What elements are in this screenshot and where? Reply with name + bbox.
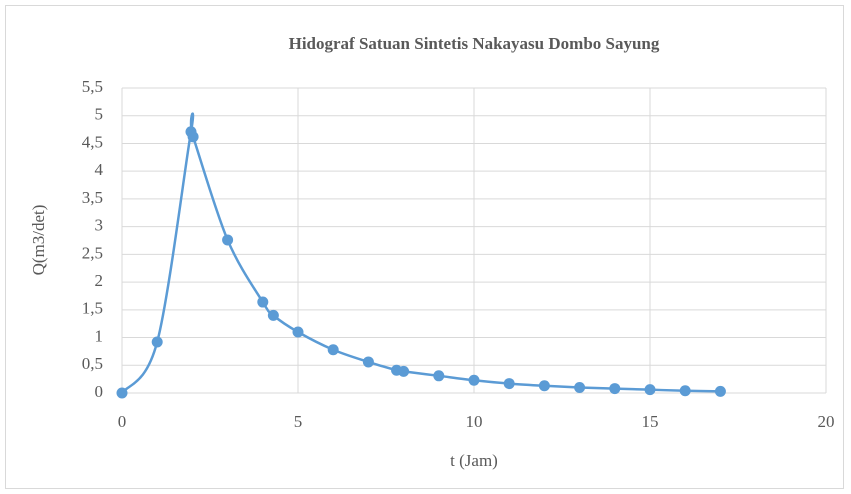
x-tick-label: 20 bbox=[818, 412, 835, 431]
data-point bbox=[257, 296, 269, 308]
x-tick-label: 10 bbox=[466, 412, 483, 431]
data-point bbox=[714, 385, 726, 397]
chart-border bbox=[5, 5, 844, 489]
data-point bbox=[116, 387, 128, 399]
y-tick-label: 4,5 bbox=[82, 132, 103, 151]
data-point bbox=[267, 309, 279, 321]
data-point bbox=[187, 131, 199, 143]
data-point bbox=[292, 326, 304, 338]
data-point bbox=[679, 385, 691, 397]
chart-title: Hidograf Satuan Sintetis Nakayasu Dombo … bbox=[289, 34, 660, 53]
data-point bbox=[327, 344, 339, 356]
x-tick-label: 5 bbox=[294, 412, 303, 431]
y-tick-label: 2,5 bbox=[82, 243, 103, 262]
x-axis-label: t (Jam) bbox=[450, 451, 498, 470]
data-point bbox=[398, 365, 410, 377]
y-tick-label: 3 bbox=[95, 216, 104, 235]
data-point bbox=[362, 356, 374, 368]
data-point bbox=[609, 383, 621, 395]
data-point bbox=[151, 336, 163, 348]
data-point bbox=[433, 370, 445, 382]
y-tick-label: 4 bbox=[95, 160, 104, 179]
y-tick-label: 1 bbox=[95, 326, 104, 345]
data-point bbox=[538, 380, 550, 392]
data-point bbox=[468, 374, 480, 386]
y-tick-label: 3,5 bbox=[82, 188, 103, 207]
y-tick-label: 5,5 bbox=[82, 77, 103, 96]
data-point bbox=[222, 234, 234, 246]
x-tick-label: 15 bbox=[642, 412, 659, 431]
y-tick-label: 5 bbox=[95, 105, 104, 124]
data-point bbox=[503, 378, 515, 390]
y-tick-label: 0 bbox=[95, 382, 104, 401]
y-tick-label: 2 bbox=[95, 271, 104, 290]
data-point bbox=[644, 384, 656, 396]
y-tick-label: 0,5 bbox=[82, 354, 103, 373]
series-line bbox=[120, 112, 721, 394]
x-tick-label: 0 bbox=[118, 412, 127, 431]
y-axis-label: Q(m3/det) bbox=[29, 205, 48, 276]
y-tick-label: 1,5 bbox=[82, 299, 103, 318]
data-point bbox=[574, 381, 586, 393]
